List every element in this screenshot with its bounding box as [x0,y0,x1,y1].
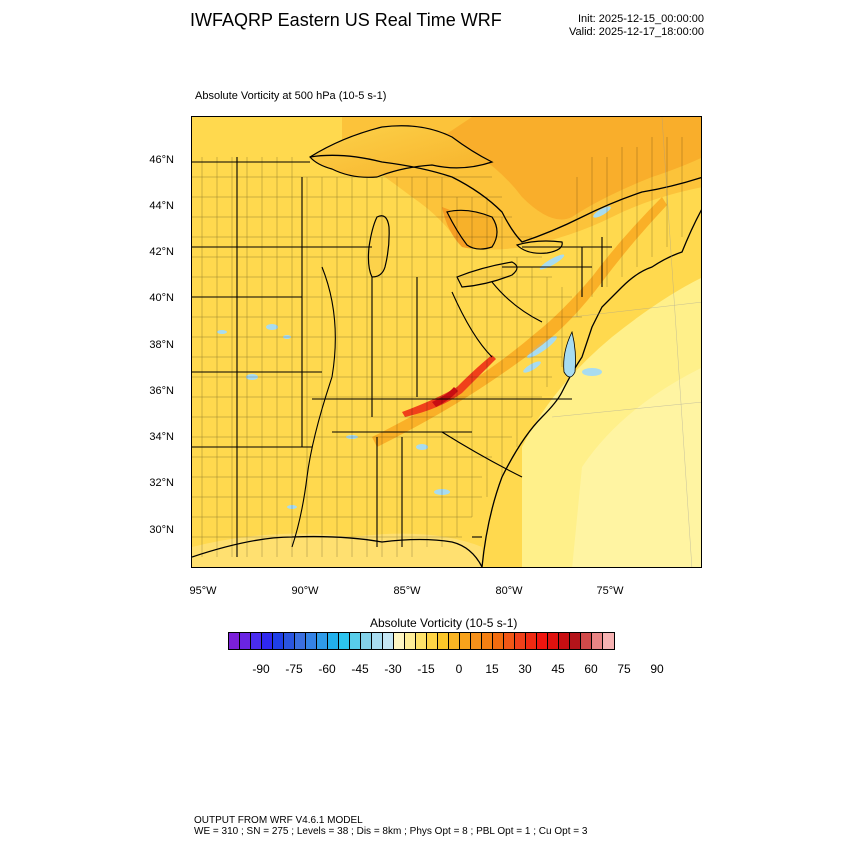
init-time: Init: 2025-12-15_00:00:00 [578,13,704,25]
lake-michigan [367,215,390,278]
valid-time: Valid: 2025-12-17_18:00:00 [569,26,704,38]
colorbar-cell [471,633,482,649]
colorbar-cell [493,633,504,649]
colorbar-cell [262,633,273,649]
chesapeake-bay [563,330,576,378]
negative-patches [217,206,611,509]
lat-label-30: 30°N [149,524,174,536]
colorbar-cell [240,633,251,649]
colorbar-cell [548,633,559,649]
colorbar-cell [537,633,548,649]
colorbar-cell [438,633,449,649]
colorbar-cell [273,633,284,649]
lat-label-44: 44°N [149,200,174,212]
model-footer: OUTPUT FROM WRF V4.6.1 MODEL WE = 310 ; … [194,815,587,837]
colorbar-label: 60 [584,662,598,676]
ocean-field-2 [572,368,701,567]
colorbar [228,632,615,650]
colorbar-cell [581,633,592,649]
colorbar-cell [416,633,427,649]
colorbar-title: Absolute Vorticity (10-5 s-1) [370,616,518,630]
lat-label-38: 38°N [149,339,174,351]
state-borders [192,157,612,557]
colorbar-cell [570,633,581,649]
canada-border [309,154,701,243]
colorbar-cell [361,633,372,649]
coastline [192,209,701,567]
colorbar-cell [515,633,526,649]
colorbar-label: 0 [455,662,463,676]
colorbar-label: -90 [252,662,270,676]
colorbar-cell [592,633,603,649]
lon-label-90: 90°W [291,585,319,597]
colorbar-label: -75 [285,662,303,676]
footer-line-1: OUTPUT FROM WRF V4.6.1 MODEL [194,815,363,826]
colorbar-cell [405,633,416,649]
lat-label-36: 36°N [149,385,174,397]
colorbar-label: -60 [318,662,336,676]
chart-title: IWFAQRP Eastern US Real Time WRF [190,10,502,30]
lat-label-42: 42°N [149,246,174,258]
field-subtitle: Absolute Vorticity at 500 hPa (10-5 s-1) [195,90,387,102]
vorticity-band-red [402,355,496,417]
colorbar-cell [383,633,394,649]
colorbar-cell [284,633,295,649]
lon-label-75: 75°W [596,585,624,597]
colorbar-cell [449,633,460,649]
colorbar-cell [526,633,537,649]
lon-label-95: 95°W [189,585,217,597]
lon-label-80: 80°W [495,585,523,597]
colorbar-label: 15 [485,662,499,676]
colorbar-label: 30 [518,662,532,676]
colorbar-cell [394,633,405,649]
colorbar-cell [295,633,306,649]
lake-superior [309,125,494,178]
vorticity-map [191,116,702,568]
lat-label-40: 40°N [149,292,174,304]
colorbar-cell [306,633,317,649]
lat-label-32: 32°N [149,477,174,489]
colorbar-label: 75 [617,662,631,676]
vorticity-band-orange [372,197,667,447]
colorbar-cell [350,633,361,649]
lon-label-85: 85°W [393,585,421,597]
lat-label-46: 46°N [149,154,174,166]
graticule [551,117,701,567]
lat-label-34: 34°N [149,431,174,443]
colorbar-cell [460,633,471,649]
colorbar-cell [504,633,515,649]
footer-line-2: WE = 310 ; SN = 275 ; Levels = 38 ; Dis … [194,826,588,837]
colorbar-cell [603,633,614,649]
colorbar-cell [339,633,350,649]
colorbar-label: 90 [650,662,664,676]
colorbar-label: -15 [417,662,435,676]
colorbar-cell [559,633,570,649]
colorbar-cell [482,633,493,649]
colorbar-label: -45 [351,662,369,676]
colorbar-label: -30 [384,662,402,676]
run-times: Init: 2025-12-15_00:00:00 Valid: 2025-12… [569,13,704,39]
colorbar-cell [229,633,240,649]
canada-field-dark [442,117,701,220]
colorbar-cell [372,633,383,649]
colorbar-cell [251,633,262,649]
map-svg [192,117,701,567]
colorbar-label: 45 [551,662,565,676]
colorbar-cell [317,633,328,649]
colorbar-cell [427,633,438,649]
colorbar-cell [328,633,339,649]
